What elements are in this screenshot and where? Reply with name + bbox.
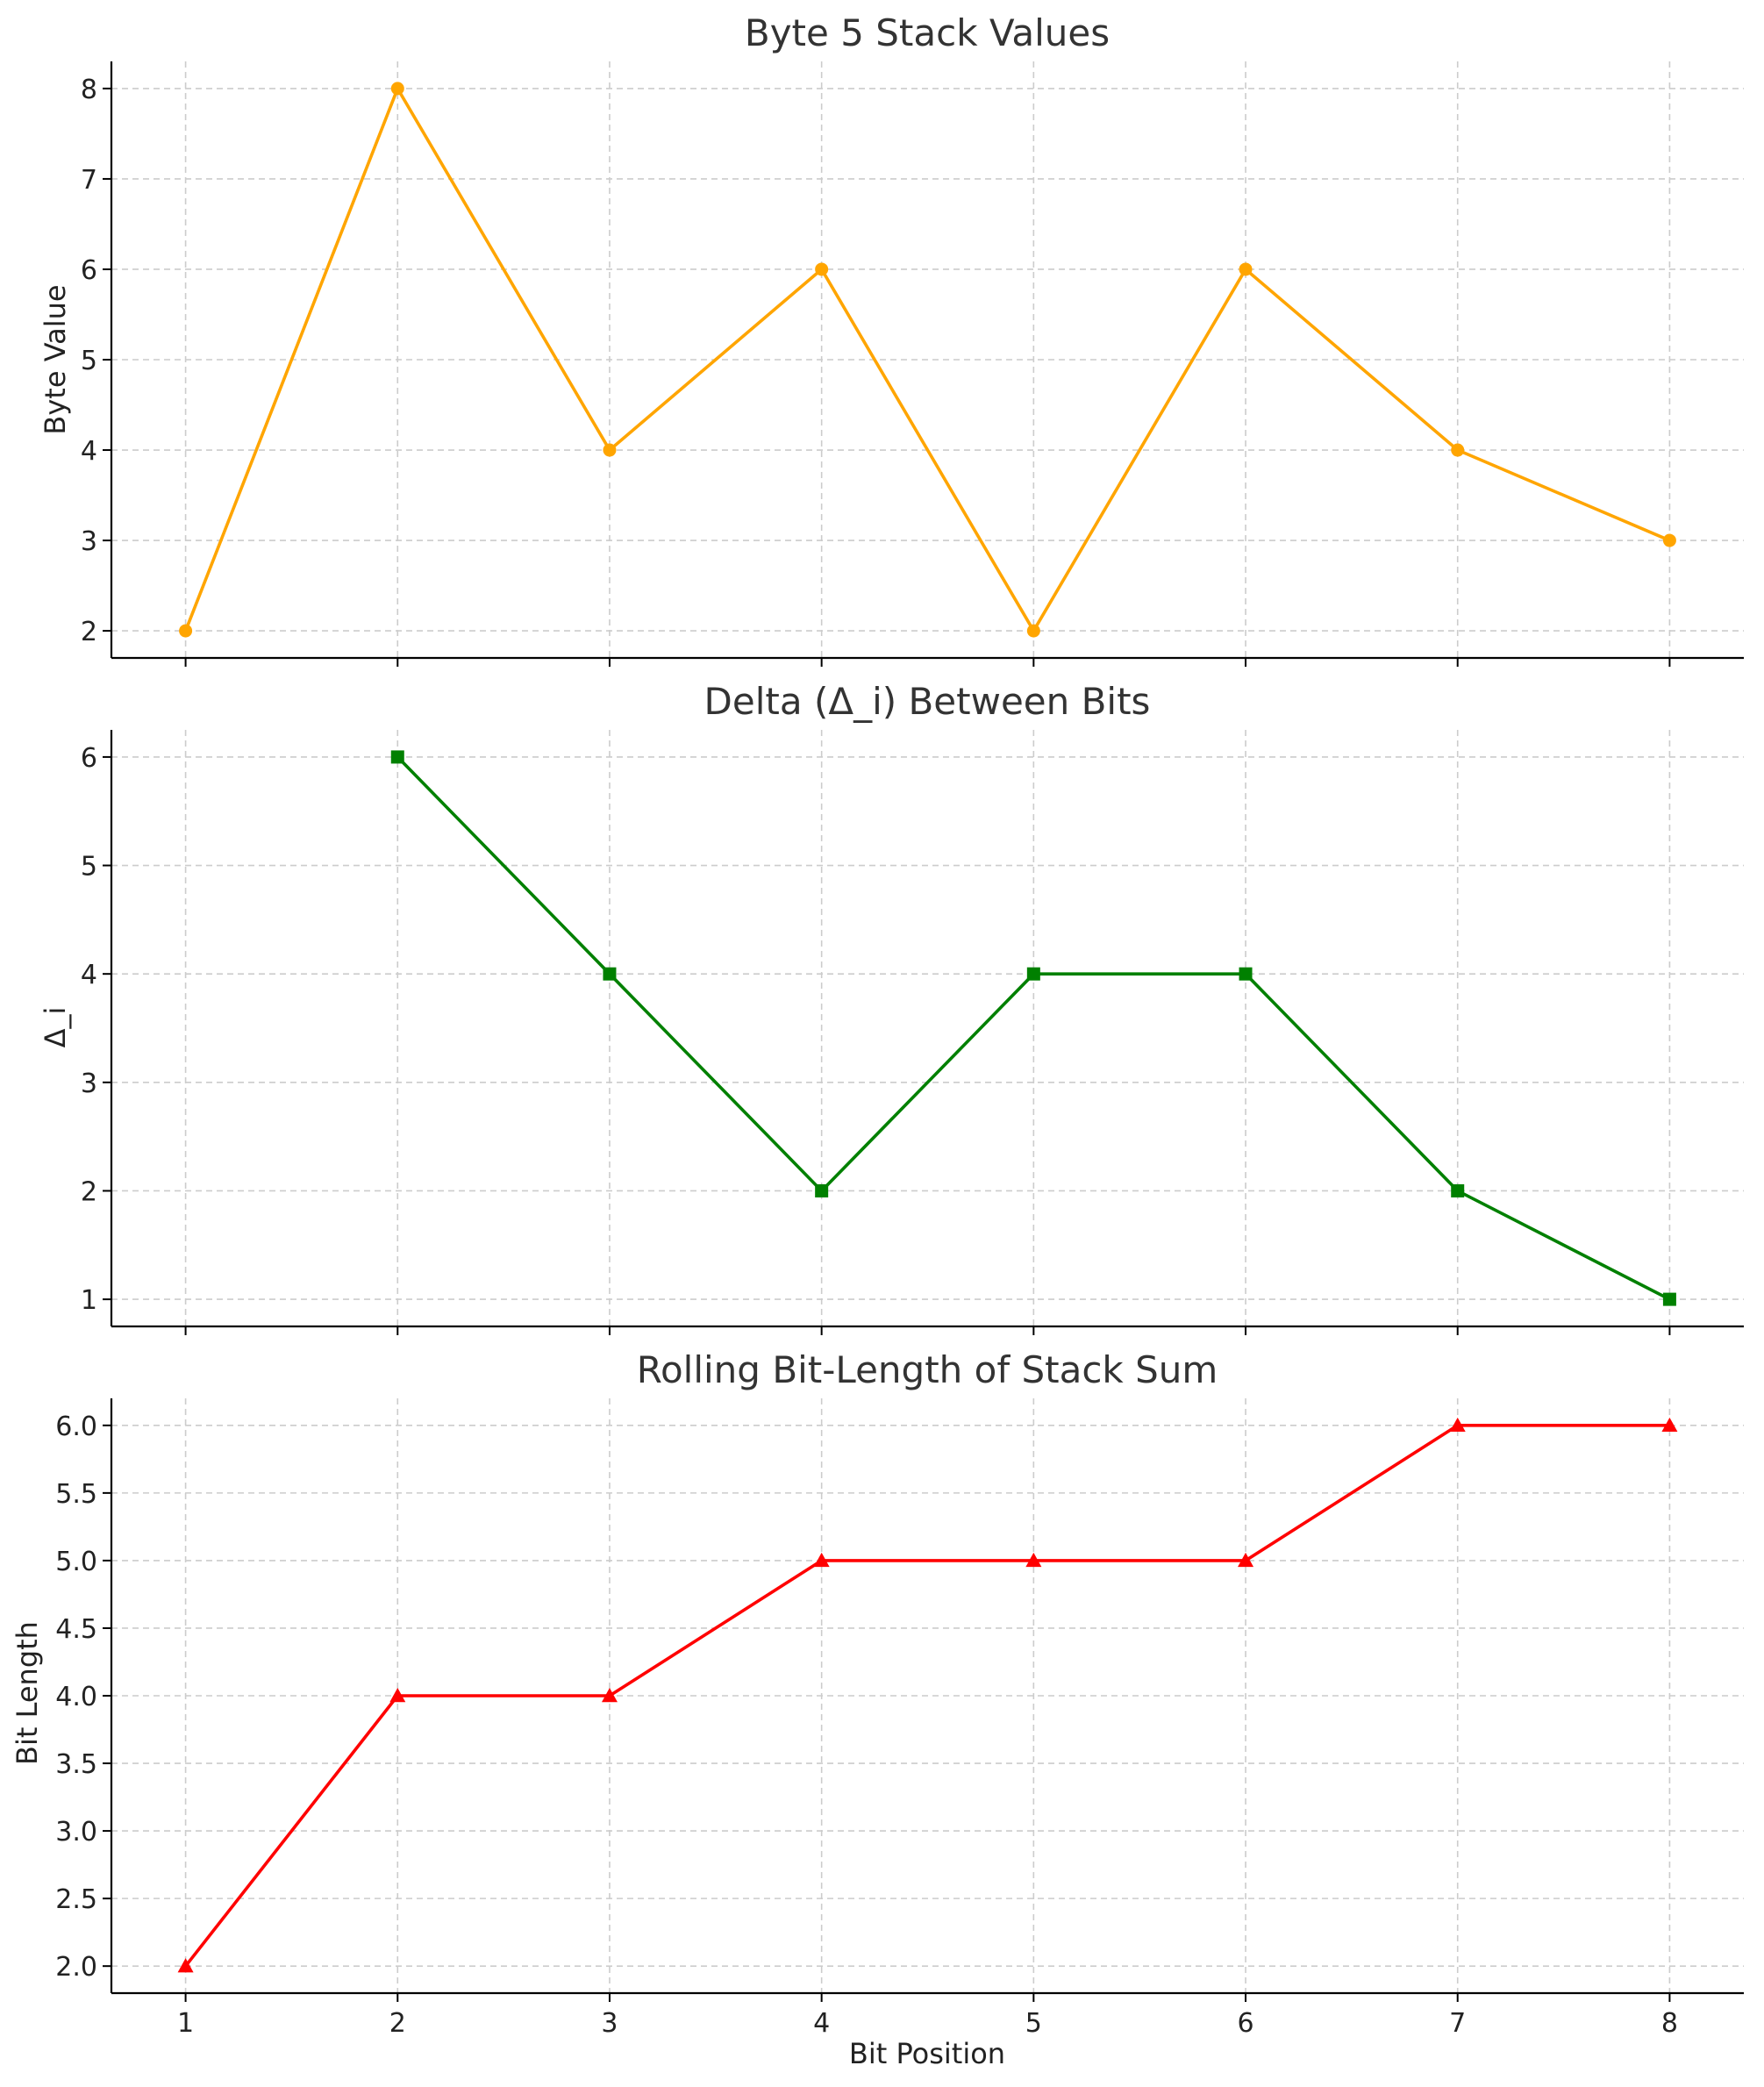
data-point bbox=[1239, 262, 1253, 276]
y-tick-label: 4 bbox=[81, 960, 97, 990]
y-tick-label: 3 bbox=[81, 526, 97, 557]
data-point bbox=[390, 82, 404, 96]
x-tick-label: 5 bbox=[1025, 2008, 1042, 2039]
y-tick-label: 1 bbox=[81, 1285, 97, 1316]
y-tick-label: 3.5 bbox=[55, 1749, 97, 1780]
y-tick-label: 2 bbox=[81, 617, 97, 647]
y-tick-label: 4 bbox=[81, 436, 97, 467]
y-tick-label: 3.0 bbox=[55, 1817, 97, 1848]
x-tick-label: 4 bbox=[813, 2008, 830, 2039]
y-axis-label: Byte Value bbox=[39, 284, 72, 434]
series-line bbox=[183, 87, 1671, 633]
data-point bbox=[177, 1958, 194, 1973]
x-tick-label: 7 bbox=[1449, 2008, 1466, 2039]
x-axis-label: Bit Position bbox=[849, 2037, 1005, 2070]
y-tick-label: 3 bbox=[81, 1069, 97, 1099]
data-point bbox=[389, 1688, 406, 1703]
data-point bbox=[1662, 533, 1676, 547]
data-point bbox=[813, 1552, 830, 1568]
data-point bbox=[390, 750, 404, 764]
byte-values-panel: Byte 5 Stack Values Byte Value 2 3 4 5 6 7 8 bbox=[39, 11, 1744, 667]
data-point bbox=[603, 443, 617, 457]
y-tick-label: 8 bbox=[81, 75, 97, 105]
y-tick-label: 6 bbox=[81, 743, 97, 774]
series-line bbox=[184, 1424, 1670, 1968]
y-tick-label: 2 bbox=[81, 1176, 97, 1207]
delta-panel: Delta (Δ_i) Between Bits Δ_i 1 2 3 4 5 6 bbox=[39, 680, 1744, 1335]
data-point bbox=[1451, 1183, 1465, 1197]
data-point bbox=[1026, 967, 1040, 981]
data-point bbox=[815, 1183, 829, 1197]
chart-title: Rolling Bit-Length of Stack Sum bbox=[637, 1348, 1218, 1391]
y-tick-label: 2.5 bbox=[55, 1884, 97, 1915]
data-point bbox=[1026, 624, 1040, 638]
y-tick-label: 6.0 bbox=[55, 1412, 97, 1442]
y-tick-label: 5 bbox=[81, 346, 97, 376]
y-tick-label: 7 bbox=[81, 165, 97, 196]
data-point bbox=[1451, 443, 1465, 457]
chart-title: Delta (Δ_i) Between Bits bbox=[704, 680, 1151, 723]
y-axis-label: Δ_i bbox=[39, 1007, 72, 1048]
data-point bbox=[603, 967, 617, 981]
data-point bbox=[179, 624, 193, 638]
y-axis-label: Bit Length bbox=[11, 1621, 44, 1765]
y-tick-label: 6 bbox=[81, 255, 97, 286]
y-tick-label: 5 bbox=[81, 852, 97, 883]
data-point bbox=[601, 1688, 618, 1703]
x-tick-label: 1 bbox=[177, 2008, 194, 2039]
y-tick-label: 4.0 bbox=[55, 1682, 97, 1712]
data-point bbox=[1238, 1552, 1254, 1568]
y-tick-label: 4.5 bbox=[55, 1614, 97, 1645]
data-point bbox=[1661, 1417, 1678, 1433]
y-tick-label: 2.0 bbox=[55, 1952, 97, 1983]
data-point bbox=[815, 262, 829, 276]
data-point bbox=[1239, 967, 1253, 981]
y-tick-label: 5.5 bbox=[55, 1479, 97, 1510]
chart-title: Byte 5 Stack Values bbox=[745, 11, 1110, 54]
data-point bbox=[1662, 1292, 1676, 1306]
data-point bbox=[1025, 1552, 1042, 1568]
x-tick-label: 2 bbox=[389, 2008, 406, 2039]
data-point bbox=[1449, 1417, 1466, 1433]
x-tick-label: 8 bbox=[1661, 2008, 1678, 2039]
y-tick-label: 5.0 bbox=[55, 1547, 97, 1577]
x-tick-label: 3 bbox=[601, 2008, 618, 2039]
x-tick-label: 6 bbox=[1237, 2008, 1253, 2039]
bit-length-panel: Rolling Bit-Length of Stack Sum Bit Leng… bbox=[11, 1348, 1744, 2070]
